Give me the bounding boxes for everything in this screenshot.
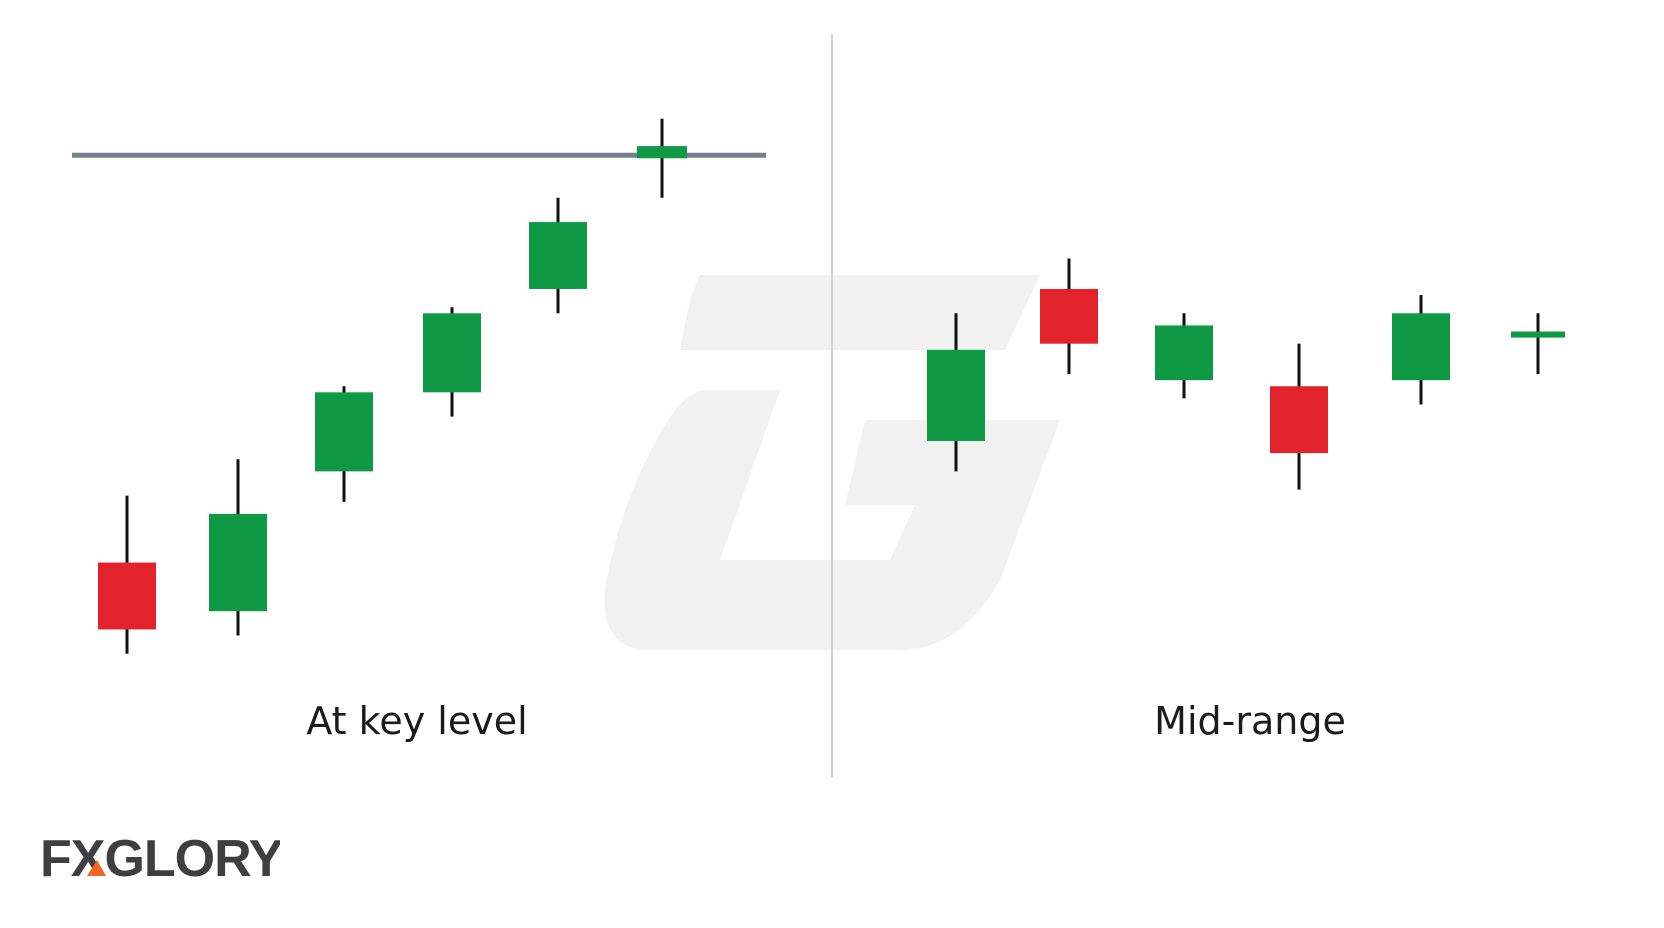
left-candle-6-body [637,146,687,159]
left-candle-4-body [423,313,481,393]
right-candle-6-body [1511,331,1565,338]
left-candle-1-body [98,562,156,630]
left-candle-5-body [529,222,587,289]
logo-accent-mark [87,860,106,876]
right-candle-3-body [1155,325,1213,381]
right-panel-label: Mid-range [1154,699,1346,743]
right-candle-1-body [927,349,985,441]
right-candles-group [927,258,1565,490]
right-candle-4-body [1270,386,1328,454]
left-panel-label: At key level [306,699,528,743]
left-candles-group [98,118,687,654]
brand-g-watermark-icon [604,275,1060,650]
right-candle-5-body [1392,313,1450,381]
right-candle-2-body [1040,288,1098,344]
logo-wordmark: FXGLORY [40,830,280,886]
left-candle-3-body [315,392,373,472]
fxglory-logo: FXGLORY [40,830,280,886]
left-candle-2-body [209,513,267,612]
